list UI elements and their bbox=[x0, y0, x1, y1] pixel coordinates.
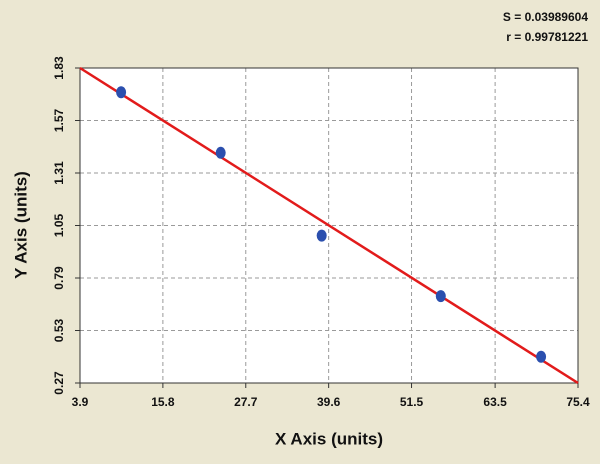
x-tick-label: 75.4 bbox=[566, 395, 590, 409]
y-tick-label: 0.79 bbox=[52, 266, 66, 290]
x-axis-title: X Axis (units) bbox=[275, 429, 383, 448]
data-point bbox=[116, 86, 127, 99]
y-tick-label: 1.57 bbox=[52, 108, 66, 132]
y-axis-title: Y Axis (units) bbox=[11, 171, 30, 279]
y-tick-label: 1.05 bbox=[52, 213, 66, 237]
y-tick-label: 1.31 bbox=[52, 161, 66, 185]
fit-line bbox=[79, 66, 579, 385]
data-point bbox=[435, 290, 446, 303]
data-point bbox=[536, 350, 547, 363]
y-tick-label: 0.53 bbox=[52, 318, 66, 342]
plot-frame bbox=[79, 67, 579, 384]
x-tick-label: 15.8 bbox=[151, 395, 175, 409]
x-tick-label: 51.5 bbox=[400, 395, 424, 409]
x-tick-label: 3.9 bbox=[72, 395, 89, 409]
y-tick-label: 1.83 bbox=[52, 56, 66, 80]
y-tick-label: 0.27 bbox=[52, 371, 66, 395]
x-tick-label: 39.6 bbox=[317, 395, 341, 409]
data-point bbox=[215, 146, 226, 159]
data-point bbox=[316, 229, 327, 242]
annotation: S = 0.03989604 bbox=[503, 10, 588, 24]
annotation: r = 0.99781221 bbox=[506, 30, 588, 44]
x-tick-label: 27.7 bbox=[234, 395, 258, 409]
x-tick-label: 63.5 bbox=[483, 395, 507, 409]
